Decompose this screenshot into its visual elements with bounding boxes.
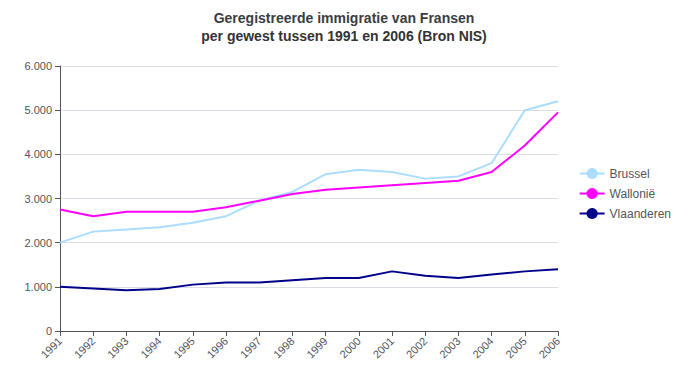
svg-text:4.000: 4.000 (24, 148, 52, 160)
svg-text:1996: 1996 (204, 335, 230, 361)
svg-text:1992: 1992 (72, 335, 98, 361)
svg-text:2005: 2005 (503, 335, 529, 361)
svg-text:2002: 2002 (404, 335, 430, 361)
svg-text:per gewest tussen 1991 en 2006: per gewest tussen 1991 en 2006 (Bron NIS… (201, 28, 487, 44)
svg-text:2003: 2003 (437, 335, 463, 361)
svg-text:1991: 1991 (38, 335, 64, 361)
svg-text:Brussel: Brussel (610, 167, 650, 181)
svg-text:1993: 1993 (105, 335, 131, 361)
svg-text:2006: 2006 (536, 335, 562, 361)
svg-text:1998: 1998 (271, 335, 297, 361)
svg-text:1994: 1994 (138, 335, 164, 361)
svg-text:2.000: 2.000 (24, 237, 52, 249)
svg-text:Geregistreerde immigratie van: Geregistreerde immigratie van Fransen (214, 10, 475, 26)
svg-text:2001: 2001 (370, 335, 396, 361)
svg-text:Vlaanderen: Vlaanderen (610, 207, 671, 221)
svg-text:6.000: 6.000 (24, 60, 52, 72)
svg-text:0: 0 (46, 325, 52, 337)
svg-text:1995: 1995 (171, 335, 197, 361)
svg-text:2000: 2000 (337, 335, 363, 361)
svg-text:2004: 2004 (470, 335, 496, 361)
svg-text:1997: 1997 (238, 335, 264, 361)
svg-text:1.000: 1.000 (24, 281, 52, 293)
svg-text:5.000: 5.000 (24, 104, 52, 116)
svg-text:3.000: 3.000 (24, 193, 52, 205)
svg-text:Wallonië: Wallonië (610, 187, 656, 201)
svg-text:1999: 1999 (304, 335, 330, 361)
